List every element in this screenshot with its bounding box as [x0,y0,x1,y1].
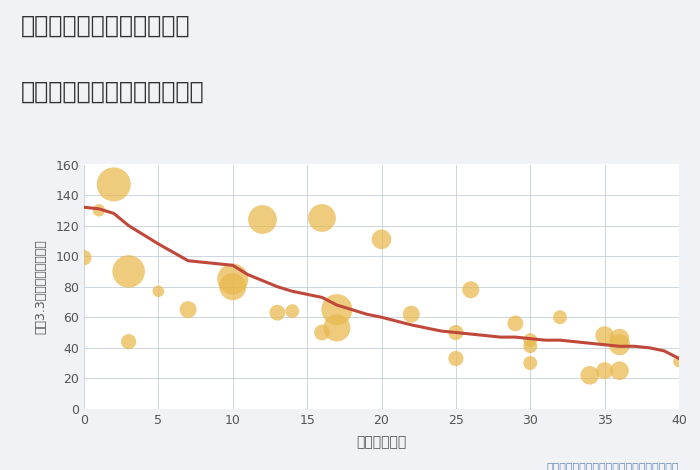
Text: 円の大きさは、取引のあった物件面積を示す: 円の大きさは、取引のあった物件面積を示す [547,462,679,470]
Point [331,306,342,313]
Point [614,367,625,375]
Point [257,216,268,223]
Point [123,268,134,275]
Point [599,332,610,339]
Point [287,307,298,315]
Point [93,207,104,214]
Point [331,324,342,332]
Y-axis label: 坪（3.3㎡）単価（万円）: 坪（3.3㎡）単価（万円） [34,239,47,334]
Point [227,275,238,283]
Point [584,371,595,379]
Point [525,337,536,344]
Point [153,288,164,295]
Point [465,286,476,293]
X-axis label: 築年数（年）: 築年数（年） [356,435,407,449]
Point [316,214,328,222]
Point [78,254,90,261]
Point [108,180,119,188]
Point [183,306,194,313]
Text: 築年数別中古マンション価格: 築年数別中古マンション価格 [21,80,204,104]
Point [123,338,134,345]
Point [614,341,625,349]
Point [272,309,283,316]
Text: 奈良県奈良市月ヶ瀬長引の: 奈良県奈良市月ヶ瀬長引の [21,14,190,38]
Point [510,320,521,327]
Point [316,329,328,337]
Point [406,310,417,318]
Point [450,329,461,337]
Point [614,335,625,342]
Point [599,367,610,375]
Point [227,283,238,290]
Point [525,359,536,367]
Point [673,358,685,365]
Point [525,343,536,350]
Point [554,313,566,321]
Point [450,355,461,362]
Point [376,235,387,243]
